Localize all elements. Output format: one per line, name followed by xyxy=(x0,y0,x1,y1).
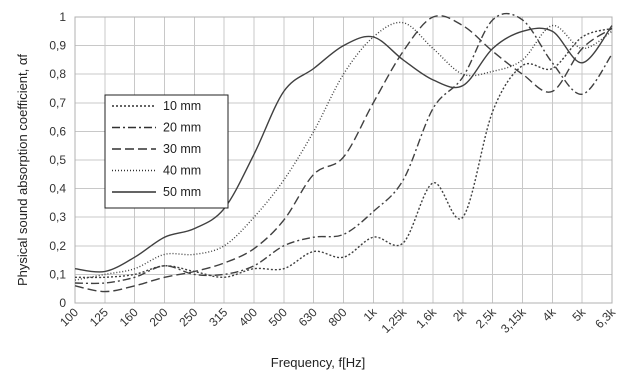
y-axis-title: Physical sound absorption coefficient, α… xyxy=(15,54,30,286)
x-tick-label: 500 xyxy=(266,305,290,329)
y-tick-label: 0,5 xyxy=(49,153,66,167)
x-tick-label: 800 xyxy=(326,305,350,329)
x-tick-label: 4k xyxy=(540,305,560,325)
legend: 10 mm 20 mm 30 mm 40 mm 50 mm xyxy=(104,94,229,209)
y-tick-label: 1 xyxy=(59,10,66,24)
x-tick-label: 3,15k xyxy=(498,305,529,336)
series-line-40-mm xyxy=(74,21,613,281)
legend-label: 10 mm xyxy=(163,99,201,113)
y-tick-label: 0,9 xyxy=(49,39,66,53)
y-tick-label: 0,8 xyxy=(49,67,66,81)
y-tick-label: 0,1 xyxy=(49,267,66,281)
y-tick-label: 0,7 xyxy=(49,96,66,110)
legend-box xyxy=(104,94,229,209)
x-tick-label: 200 xyxy=(147,305,171,329)
x-tick-label: 160 xyxy=(117,305,141,329)
y-tick-label: 0,2 xyxy=(49,239,66,253)
series-line-10-mm xyxy=(74,27,613,279)
y-tick-label: 0,6 xyxy=(49,124,66,138)
x-tick-label: 400 xyxy=(236,305,260,329)
legend-label: 20 mm xyxy=(163,121,201,135)
y-tick-label: 0,4 xyxy=(49,182,66,196)
series-line-20-mm xyxy=(74,12,613,285)
x-tick-label: 315 xyxy=(206,305,230,329)
legend-label: 40 mm xyxy=(163,164,201,178)
y-tick-label: 0,3 xyxy=(49,210,66,224)
x-tick-label: 2,5k xyxy=(473,305,500,332)
series-line-30-mm xyxy=(74,15,613,293)
x-tick-label: 630 xyxy=(296,305,320,329)
series-line-50-mm xyxy=(74,25,613,273)
x-tick-label: 5k xyxy=(569,305,589,325)
x-tick-label: 6,3k xyxy=(592,305,619,332)
legend-label: 50 mm xyxy=(163,185,201,199)
plot-frame xyxy=(74,16,613,304)
x-tick-label: 250 xyxy=(176,305,200,329)
y-tick-label: 0 xyxy=(59,296,66,310)
x-axis-title: Frequency, f[Hz] xyxy=(271,355,365,370)
x-tick-label: 1k xyxy=(361,305,381,325)
series-layer xyxy=(74,12,613,293)
x-tick-label: 125 xyxy=(87,305,111,329)
x-tick-label: 1,6k xyxy=(413,305,440,332)
legend-label: 30 mm xyxy=(163,142,201,156)
x-tick-label: 2k xyxy=(450,305,470,325)
x-tick-label: 1,25k xyxy=(379,305,410,336)
